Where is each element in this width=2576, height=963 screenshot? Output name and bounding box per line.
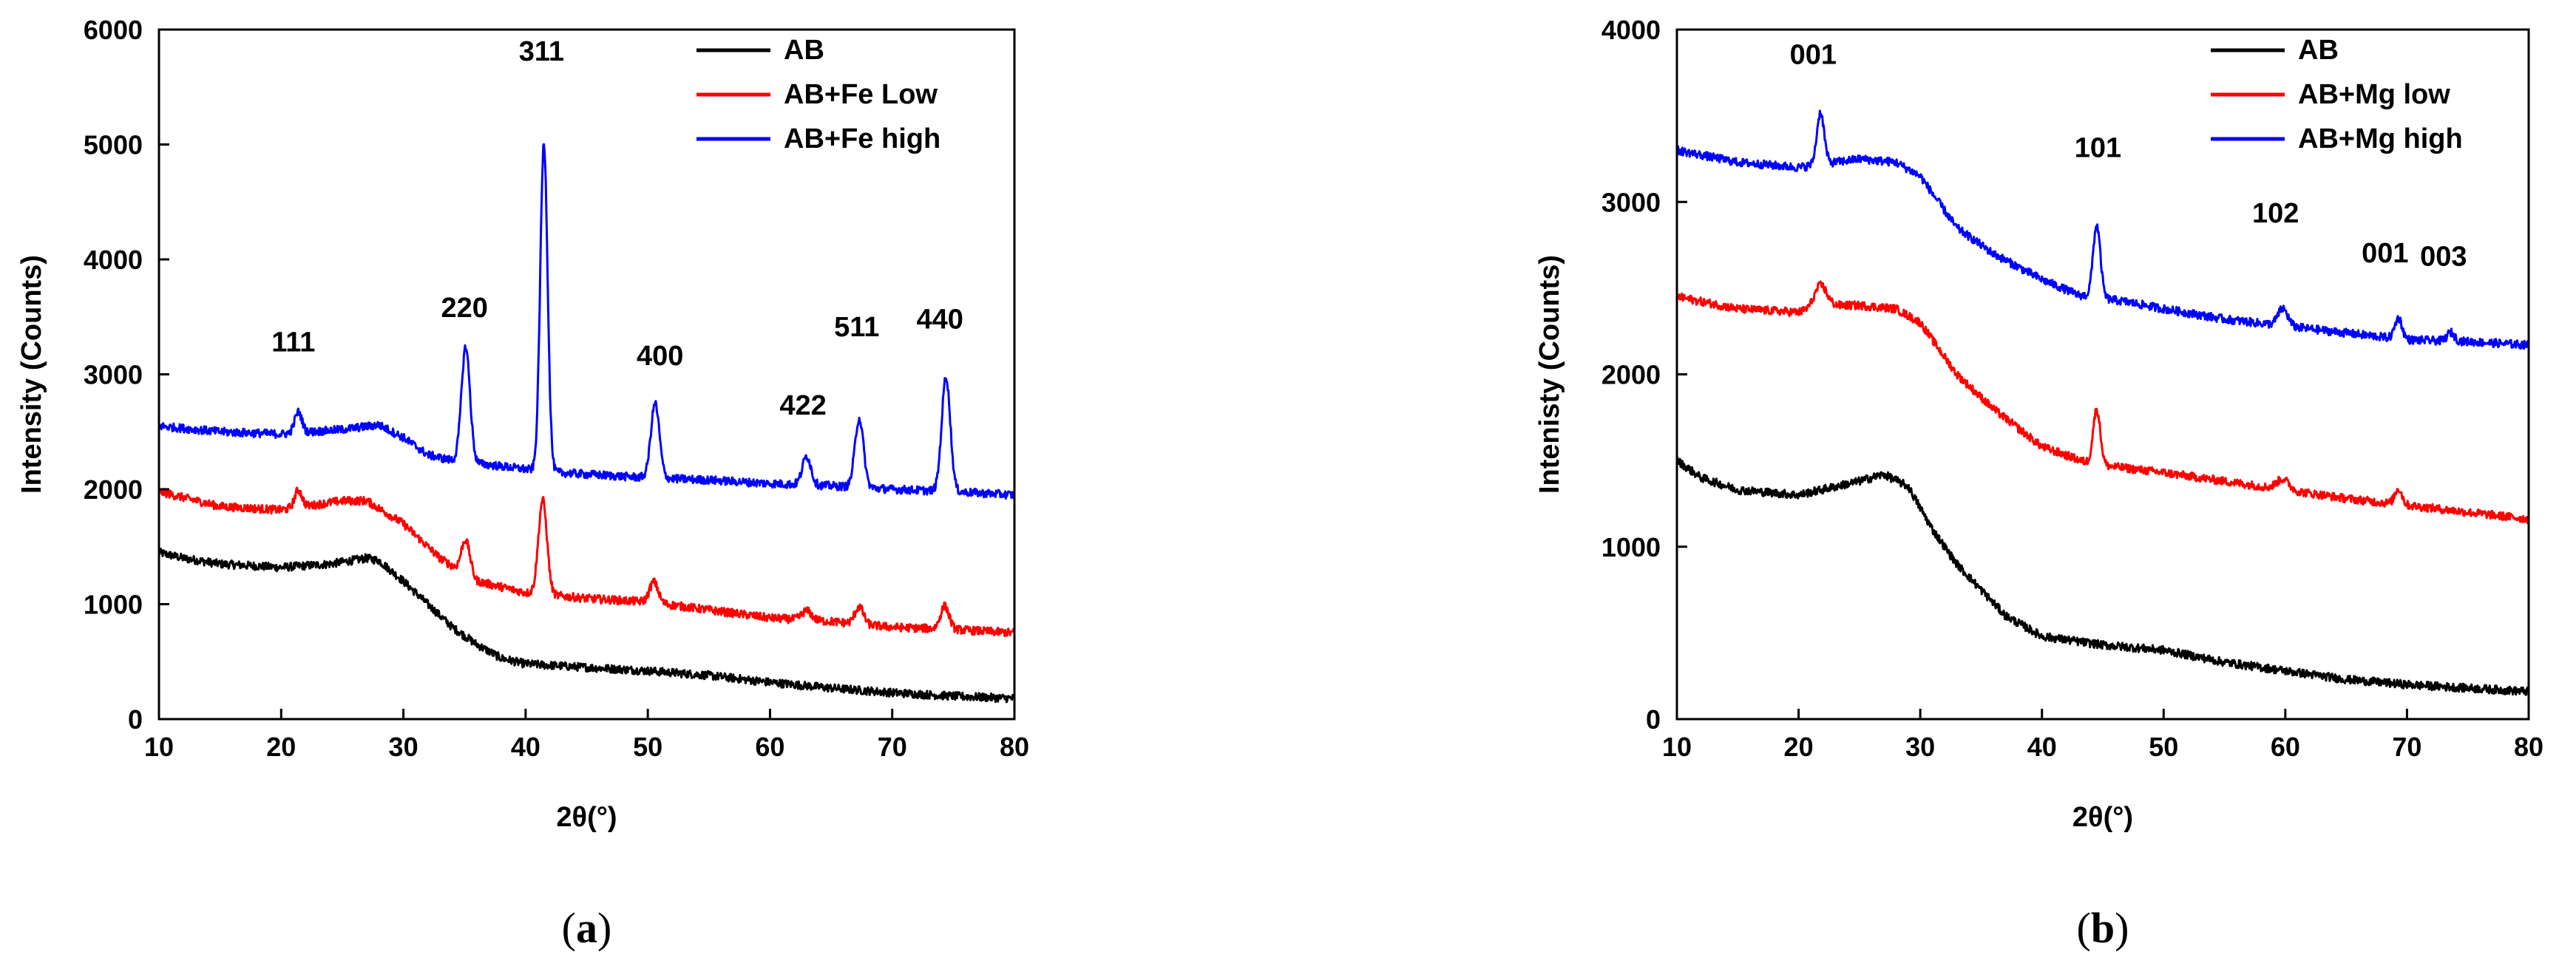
panel-a: 10 20 30 40 50 60 70 80 0 1000 2000 3000 4000 5000 600… bbox=[16, 15, 1029, 952]
series-line-b-2 bbox=[1675, 109, 2530, 350]
series-layer-b bbox=[1675, 109, 2530, 696]
axes-a: 10 20 30 40 50 60 70 80 0 1000 2000 3000 4000 5000 600… bbox=[84, 15, 1029, 762]
caption-close-a: ) bbox=[597, 904, 611, 952]
peak-label-b-4: 003 bbox=[2420, 242, 2467, 273]
series-line-a-0 bbox=[157, 548, 1015, 704]
legend-label-a-2: AB+Fe high bbox=[784, 123, 940, 154]
y-tick-label-a-4: 4000 bbox=[84, 245, 143, 275]
peak-label-b-3: 001 bbox=[2362, 238, 2408, 269]
x-tick-label-a-2: 30 bbox=[389, 732, 418, 762]
x-tick-label-b-1: 20 bbox=[1784, 732, 1814, 762]
series-layer-a bbox=[157, 143, 1016, 704]
y-tick-label-a-0: 0 bbox=[128, 704, 143, 735]
legend-a: AB AB+Fe Low AB+Fe high bbox=[696, 35, 940, 154]
peak-label-b-2: 102 bbox=[2252, 198, 2299, 229]
y-axis-label-a: Intensity (Counts) bbox=[16, 255, 47, 494]
peak-label-b-1: 101 bbox=[2075, 133, 2121, 164]
legend-label-a-1: AB+Fe Low bbox=[784, 79, 938, 110]
peak-label-a-4: 422 bbox=[779, 390, 826, 421]
x-tick-label-b-4: 50 bbox=[2149, 732, 2178, 762]
x-tick-label-b-0: 10 bbox=[1662, 732, 1692, 762]
x-tick-label-a-1: 20 bbox=[266, 732, 296, 762]
y-tick-label-b-4: 4000 bbox=[1601, 15, 1661, 45]
legend-label-b-2: AB+Mg high bbox=[2298, 123, 2463, 154]
y-tick-label-a-6: 6000 bbox=[84, 15, 143, 45]
x-tick-label-b-7: 80 bbox=[2514, 732, 2543, 762]
series-line-b-0 bbox=[1675, 456, 2530, 696]
peak-labels-a: 111 220 311 400 422 511 440 bbox=[271, 36, 963, 421]
y-tick-label-a-5: 5000 bbox=[84, 130, 143, 160]
x-tick-label-b-6: 70 bbox=[2392, 732, 2421, 762]
y-tick-label-a-3: 3000 bbox=[84, 360, 143, 390]
x-tick-label-a-0: 10 bbox=[144, 732, 174, 762]
legend-label-b-1: AB+Mg low bbox=[2298, 79, 2450, 110]
legend-label-a-0: AB bbox=[784, 35, 824, 66]
y-axis-label-b: Intenisty (Counts) bbox=[1534, 255, 1565, 494]
x-tick-label-b-2: 30 bbox=[1905, 732, 1935, 762]
peak-label-a-2: 311 bbox=[519, 36, 564, 67]
caption-open-a: ( bbox=[562, 904, 576, 952]
x-tick-label-a-4: 50 bbox=[633, 732, 662, 762]
peak-label-b-0: 001 bbox=[1790, 40, 1837, 71]
caption-letter-b: b bbox=[2091, 904, 2115, 952]
caption-close-b: ) bbox=[2115, 904, 2129, 952]
legend-b: AB AB+Mg low AB+Mg high bbox=[2211, 35, 2463, 154]
axes-b: 10 20 30 40 50 60 70 80 0 1000 2000 3000 4000 bbox=[1601, 15, 2543, 762]
legend-label-b-0: AB bbox=[2298, 35, 2339, 66]
series-line-a-1 bbox=[157, 486, 1016, 638]
x-tick-label-a-3: 40 bbox=[511, 732, 540, 762]
x-tick-label-b-5: 60 bbox=[2271, 732, 2300, 762]
series-line-b-1 bbox=[1675, 280, 2530, 525]
y-tick-label-b-0: 0 bbox=[1646, 704, 1661, 735]
caption-a: (a) bbox=[562, 904, 612, 952]
peak-labels-b: 001 101 102 001 003 bbox=[1790, 40, 2467, 273]
y-tick-label-a-2: 2000 bbox=[84, 474, 143, 505]
caption-open-b: ( bbox=[2077, 904, 2091, 952]
x-tick-label-a-6: 70 bbox=[878, 732, 907, 762]
panel-b: 10 20 30 40 50 60 70 80 0 1000 2000 3000 4000 001 101… bbox=[1534, 15, 2543, 952]
x-axis-label-b: 2θ(°) bbox=[2072, 802, 2133, 833]
caption-letter-a: a bbox=[576, 904, 597, 952]
peak-label-a-1: 220 bbox=[441, 293, 488, 324]
peak-label-a-6: 440 bbox=[916, 304, 963, 335]
series-line-a-2 bbox=[158, 143, 1016, 500]
x-tick-label-a-7: 80 bbox=[1000, 732, 1029, 762]
y-tick-label-b-2: 2000 bbox=[1601, 360, 1661, 390]
y-tick-label-a-1: 1000 bbox=[84, 590, 143, 620]
peak-label-a-0: 111 bbox=[271, 327, 315, 358]
peak-label-a-3: 400 bbox=[637, 341, 683, 372]
x-tick-label-a-5: 60 bbox=[755, 732, 784, 762]
y-tick-label-b-3: 3000 bbox=[1601, 187, 1661, 217]
peak-label-a-5: 511 bbox=[834, 312, 879, 343]
caption-b: (b) bbox=[2077, 904, 2129, 952]
x-tick-label-b-3: 40 bbox=[2027, 732, 2057, 762]
x-axis-label-a: 2θ(°) bbox=[556, 802, 617, 833]
y-tick-label-b-1: 1000 bbox=[1601, 532, 1661, 562]
